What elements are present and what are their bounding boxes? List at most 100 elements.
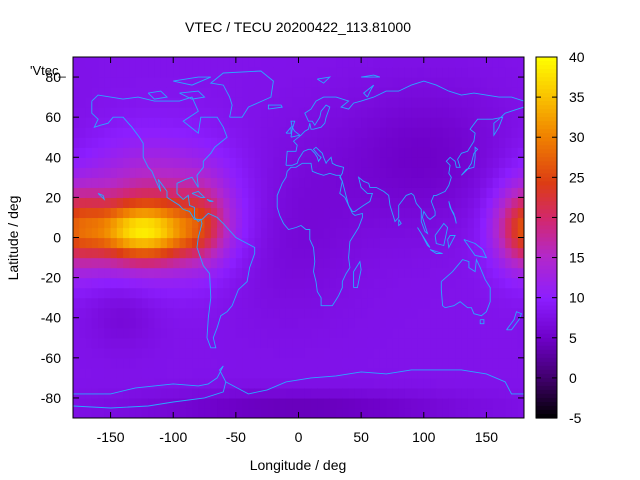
heatmap-cell: [223, 137, 231, 148]
heatmap-cell: [73, 397, 80, 409]
heatmap-cell: [455, 287, 462, 299]
heatmap-cell: [492, 287, 500, 299]
heatmap-cell: [192, 137, 199, 148]
heatmap-cell: [392, 97, 400, 108]
heatmap-cell: [273, 157, 281, 168]
heatmap-cell: [254, 237, 262, 249]
heatmap-cell: [379, 337, 387, 349]
heatmap-cell: [129, 317, 137, 329]
heatmap-cell: [210, 307, 218, 319]
heatmap-cell: [98, 317, 105, 329]
heatmap-cell: [367, 67, 375, 78]
heatmap-cell: [254, 247, 262, 259]
heatmap-cell: [517, 297, 524, 309]
heatmap-cell: [404, 387, 412, 399]
heatmap-cell: [361, 377, 368, 389]
heatmap-cell: [91, 237, 99, 249]
heatmap-cell: [292, 147, 300, 158]
heatmap-cell: [279, 367, 287, 379]
heatmap-cell: [461, 397, 469, 409]
heatmap-cell: [254, 217, 262, 229]
heatmap-cell: [517, 407, 524, 418]
heatmap-cell: [448, 307, 456, 319]
heatmap-cell: [217, 107, 224, 118]
heatmap-cell: [235, 177, 243, 188]
heatmap-cell: [204, 57, 212, 68]
heatmap-cell: [210, 167, 218, 178]
heatmap-cell: [185, 347, 193, 359]
heatmap-cell: [317, 177, 325, 188]
heatmap-cell: [461, 337, 469, 349]
heatmap-cell: [248, 127, 256, 138]
heatmap-cell: [173, 247, 181, 259]
heatmap-cell: [260, 297, 268, 309]
heatmap-cell: [185, 407, 193, 418]
chart-title: VTEC / TECU 20200422_113.81000: [185, 19, 411, 35]
heatmap-cell: [304, 147, 312, 158]
heatmap-cell: [417, 147, 425, 158]
heatmap-cell: [386, 157, 394, 168]
y-tick-label: 0: [53, 230, 61, 246]
heatmap-cell: [354, 227, 362, 239]
heatmap-cell: [311, 247, 318, 259]
heatmap-cell: [135, 97, 143, 108]
heatmap-cell: [260, 317, 268, 329]
heatmap-cell: [517, 257, 524, 269]
heatmap-cell: [98, 177, 105, 188]
heatmap-cell: [342, 257, 350, 269]
heatmap-cell: [110, 77, 118, 88]
heatmap-cell: [367, 287, 375, 299]
heatmap-cell: [91, 137, 99, 148]
heatmap-cell: [373, 77, 381, 88]
heatmap-cell: [123, 397, 130, 409]
heatmap-cell: [198, 207, 206, 219]
heatmap-cell: [91, 57, 99, 68]
heatmap-cell: [486, 127, 494, 138]
heatmap-cell: [473, 57, 481, 68]
heatmap-cell: [273, 117, 281, 128]
heatmap-cell: [148, 367, 156, 379]
heatmap-cell: [329, 407, 337, 418]
x-tick-label: -150: [97, 429, 125, 445]
heatmap-cell: [210, 287, 218, 299]
heatmap-cell: [336, 357, 343, 369]
heatmap-cell: [304, 157, 312, 168]
heatmap-cell: [361, 397, 368, 409]
heatmap-cell: [248, 57, 256, 68]
heatmap-cell: [123, 307, 130, 319]
heatmap-cell: [85, 227, 93, 239]
heatmap-cell: [279, 157, 287, 168]
heatmap-cell: [392, 307, 400, 319]
heatmap-cell: [116, 107, 124, 118]
heatmap-cell: [267, 287, 275, 299]
heatmap-cell: [411, 147, 419, 158]
heatmap-cell: [304, 397, 312, 409]
heatmap-cell: [198, 287, 206, 299]
heatmap-cell: [404, 57, 412, 68]
heatmap-cell: [292, 347, 300, 359]
heatmap-cell: [404, 87, 412, 98]
heatmap-cell: [260, 277, 268, 289]
heatmap-cell: [141, 167, 149, 178]
heatmap-cell: [148, 217, 156, 229]
heatmap-cell: [217, 57, 224, 68]
heatmap-cell: [442, 137, 450, 148]
heatmap-cell: [98, 377, 105, 389]
heatmap-cell: [298, 327, 306, 339]
heatmap-cell: [480, 247, 488, 259]
heatmap-cell: [323, 187, 331, 198]
heatmap-cell: [486, 237, 494, 249]
heatmap-cell: [379, 67, 387, 78]
heatmap-cell: [223, 297, 231, 309]
heatmap-cell: [404, 357, 412, 369]
heatmap-cell: [223, 247, 231, 259]
heatmap-cell: [373, 307, 381, 319]
heatmap-cell: [455, 307, 462, 319]
heatmap-cell: [467, 347, 475, 359]
heatmap-cell: [373, 137, 381, 148]
heatmap-cell: [467, 217, 475, 229]
heatmap-cell: [285, 247, 293, 259]
heatmap-cell: [354, 187, 362, 198]
heatmap-cell: [123, 317, 130, 329]
heatmap-cell: [260, 327, 268, 339]
